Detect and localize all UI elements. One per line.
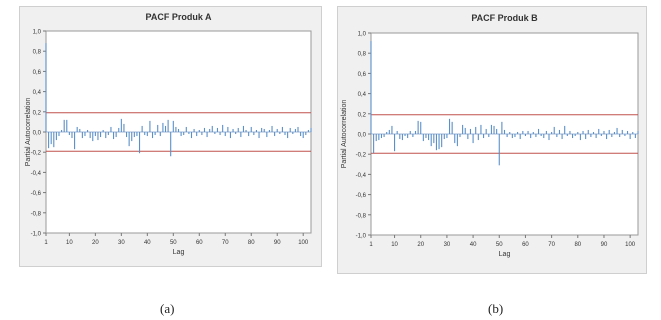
- chart-a-y-tick-label: 0,6: [33, 70, 42, 76]
- chart-a-y-tick-label: -1,0: [31, 232, 42, 238]
- chart-a-y-tick-label: -0,4: [31, 171, 42, 177]
- caption-b: (b): [488, 301, 504, 316]
- chart-b-y-tick-label: -0,8: [356, 213, 367, 219]
- chart-a-y-tick-label: 0,0: [33, 131, 42, 137]
- chart-b-y-tick-label: 0,6: [358, 72, 367, 78]
- pacf-chart-a-canvas: PACF Produk A 1,0 0,8 0,6 0,4 0,2 0,0 -0,2 -0,4 -…: [25, 12, 312, 256]
- chart-a-x-tick-label: 20: [92, 240, 99, 246]
- chart-b-y-tick-label: -0,2: [356, 153, 367, 159]
- pacf-chart-b: PACF Produk B 1,0 0,8 0,6 0,4 0,2 0,0 -0,2 -0,4 -…: [337, 6, 647, 274]
- chart-b-x-tick-label: 70: [548, 242, 555, 248]
- pacf-chart-b-canvas: PACF Produk B 1,0 0,8 0,6 0,4 0,2 0,0 -0,2 -0,4 -…: [341, 13, 639, 258]
- chart-b-y-tick-label: -0,6: [356, 193, 367, 199]
- chart-b-y-axis-label: Partial Autocorrelation: [341, 100, 348, 169]
- chart-b-x-tick-label: 20: [417, 242, 424, 248]
- chart-b-x-tick-label: 80: [574, 242, 581, 248]
- chart-a-x-tick-label: 80: [248, 240, 255, 246]
- chart-a-x-tick-label: 10: [66, 240, 73, 246]
- chart-b-y-tick-label: 1,0: [358, 32, 367, 38]
- caption-a: (a): [160, 301, 175, 316]
- chart-b-x-tick-label: 30: [444, 242, 451, 248]
- chart-a-x-tick-label: 50: [170, 240, 177, 246]
- chart-a-x-tick-label: 60: [196, 240, 203, 246]
- chart-b-x-axis-label: Lag: [499, 251, 511, 258]
- chart-a-y-tick-label: -0,2: [31, 151, 42, 157]
- chart-a-y-tick-label: 0,8: [33, 50, 42, 56]
- chart-b-x-tick-label: 50: [496, 242, 503, 248]
- chart-b-x-tick-label: 90: [601, 242, 608, 248]
- chart-a-y-tick-label: 0,2: [33, 110, 42, 116]
- chart-b-x-tick-label: 100: [625, 242, 636, 248]
- chart-b-x-tick-label: 1: [369, 242, 373, 248]
- chart-b-y-tick-label: 0,2: [358, 112, 367, 118]
- chart-b-y-tick-label: -0,4: [356, 173, 367, 179]
- chart-a-title: PACF Produk A: [145, 12, 212, 22]
- chart-a-x-tick-label: 30: [118, 240, 125, 246]
- chart-a-x-tick-label: 90: [274, 240, 281, 246]
- chart-b-y-tick-label: 0,0: [358, 133, 367, 139]
- chart-b-y-tick-label: 0,8: [358, 52, 367, 58]
- pacf-chart-a: PACF Produk A 1,0 0,8 0,6 0,4 0,2 0,0 -0,2 -0,4 -…: [19, 6, 322, 267]
- chart-a-y-tick-label: -0,8: [31, 211, 42, 217]
- chart-a-x-tick-label: 70: [222, 240, 229, 246]
- chart-b-x-tick-label: 10: [391, 242, 398, 248]
- chart-b-title: PACF Produk B: [471, 13, 538, 23]
- chart-a-y-tick-label: -0,6: [31, 191, 42, 197]
- chart-b-y-tick-label: 0,4: [358, 92, 367, 98]
- chart-a-y-tick-label: 0,4: [33, 90, 42, 96]
- chart-a-x-tick-label: 40: [144, 240, 151, 246]
- chart-b-x-tick-label: 40: [470, 242, 477, 248]
- chart-a-x-tick-label: 1: [44, 240, 48, 246]
- chart-a-x-tick-label: 100: [298, 240, 309, 246]
- chart-b-x-tick-label: 60: [522, 242, 529, 248]
- chart-a-x-axis-label: Lag: [173, 249, 185, 256]
- chart-a-y-axis-label: Partial Autocorrelation: [25, 98, 32, 167]
- chart-a-y-tick-label: 1,0: [33, 30, 42, 36]
- chart-b-y-tick-label: -1,0: [356, 234, 367, 240]
